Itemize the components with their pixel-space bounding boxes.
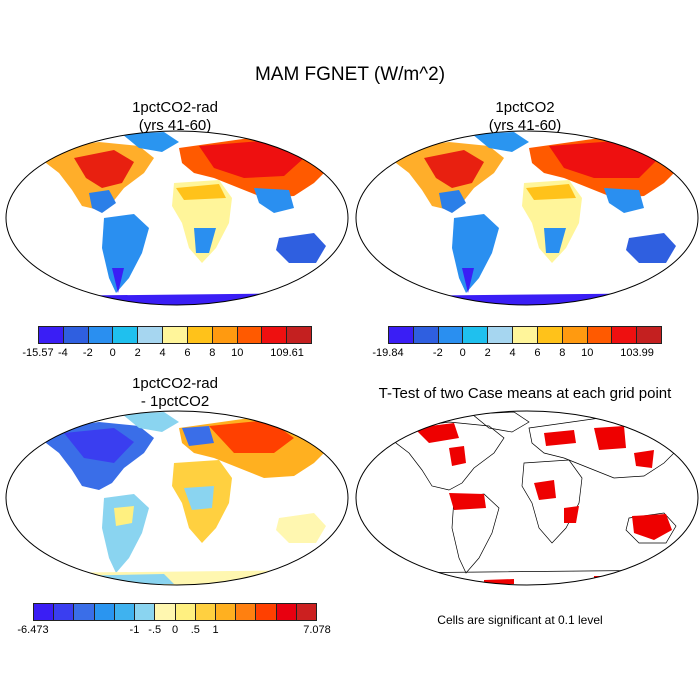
cb1-color-box <box>113 326 139 344</box>
panel-1-title: 1pctCO2-rad (yrs 41-60) <box>75 99 275 135</box>
cb1-tick-label: 8 <box>209 347 216 359</box>
panel-3-title-line1: 1pctCO2-rad <box>132 375 218 392</box>
cb2-color-box <box>388 326 414 344</box>
panel-4-title: T-Test of two Case means at each grid po… <box>355 385 695 403</box>
map-panel-3 <box>5 410 349 586</box>
cb2-color-box <box>612 326 638 344</box>
cb1-tick-label: 0 <box>109 347 116 359</box>
cb3-color-box <box>236 603 257 621</box>
cb3-color-box <box>54 603 75 621</box>
panel-1-title-line1: 1pctCO2-rad <box>132 99 218 116</box>
cb1-tick-label: -2 <box>82 347 93 359</box>
cb2-tick-label: 4 <box>509 347 516 359</box>
cb2-color-box <box>637 326 662 344</box>
cb3-color-box <box>296 603 318 621</box>
figure-title: MAM FGNET (W/m^2) <box>254 64 446 85</box>
cb1-color-box <box>163 326 188 344</box>
panel-4-title-line1: T-Test of two Case means at each grid po… <box>378 385 672 402</box>
panel-3-title-line2: - 1pctCO2 <box>140 393 210 410</box>
cb3-color-box <box>276 603 297 621</box>
cb1-color-box <box>237 326 263 344</box>
cb3-color-box <box>175 603 196 621</box>
cb1-tick-label: 6 <box>184 347 191 359</box>
cb2-color-box <box>587 326 613 344</box>
cb2-tick-label: -2 <box>432 347 443 359</box>
cb1-color-box <box>38 326 64 344</box>
cb1-tick-label: 10 <box>231 347 244 359</box>
cb1-tick-label: -15.57 <box>22 347 54 359</box>
panel-2-title: 1pctCO2 (yrs 41-60) <box>425 99 625 135</box>
colorbar-panel-2 <box>388 326 662 344</box>
cb2-tick-label: 8 <box>559 347 566 359</box>
cb3-tick-label: .5 <box>190 624 200 636</box>
cb1-tick-label: 109.61 <box>270 347 304 359</box>
cb2-tick-label: 103.99 <box>620 347 654 359</box>
cb1-tick-label: 4 <box>159 347 166 359</box>
cb3-tick-label: -1 <box>129 624 140 636</box>
map-panel-2 <box>355 130 699 306</box>
cb3-color-box <box>215 603 237 621</box>
map-panel-1 <box>5 130 349 306</box>
cb3-color-box <box>74 603 95 621</box>
colorbar-panel-1 <box>38 326 312 344</box>
cb2-color-box <box>513 326 538 344</box>
panel-3-title: 1pctCO2-rad - 1pctCO2 <box>75 375 275 411</box>
cb3-color-box <box>135 603 156 621</box>
cb1-tick-label: 2 <box>134 347 141 359</box>
panel-2-title-line2: (yrs 41-60) <box>488 117 562 134</box>
cb2-color-box <box>562 326 588 344</box>
cb1-color-box <box>187 326 213 344</box>
cb2-color-box <box>413 326 439 344</box>
significance-note: Cells are significant at 0.1 level <box>437 613 603 627</box>
cb3-tick-label: 1 <box>212 624 219 636</box>
cb3-color-box <box>33 603 55 621</box>
cb1-color-box <box>63 326 89 344</box>
cb2-tick-label: 0 <box>459 347 466 359</box>
cb3-color-box <box>94 603 115 621</box>
cb3-color-box <box>256 603 277 621</box>
cb3-tick-label: 7.078 <box>303 624 331 636</box>
cb1-color-box <box>212 326 238 344</box>
cb2-color-box <box>438 326 464 344</box>
cb1-color-box <box>262 326 288 344</box>
cb2-tick-label: 6 <box>534 347 541 359</box>
cb1-color-box <box>287 326 312 344</box>
panel-2-title-line1: 1pctCO2 <box>495 99 555 116</box>
map-panel-4 <box>355 410 699 586</box>
cb2-tick-label: 2 <box>484 347 491 359</box>
cb1-tick-label: -4 <box>58 347 68 359</box>
cb3-color-box <box>155 603 176 621</box>
cb2-color-box <box>537 326 563 344</box>
cb3-tick-label: -.5 <box>148 624 162 636</box>
cb1-color-box <box>88 326 114 344</box>
cb3-tick-label: 0 <box>171 624 179 636</box>
cb3-color-box <box>114 603 136 621</box>
cb3-tick-label: -6.473 <box>17 624 49 636</box>
panel-1-title-line2: (yrs 41-60) <box>138 117 212 134</box>
cb2-tick-label: -19.84 <box>372 347 404 359</box>
cb1-color-box <box>138 326 164 344</box>
cb2-color-box <box>463 326 489 344</box>
cb2-color-box <box>488 326 514 344</box>
cb2-tick-label: 10 <box>581 347 594 359</box>
cb3-color-box <box>195 603 216 621</box>
colorbar-panel-3 <box>33 603 318 621</box>
